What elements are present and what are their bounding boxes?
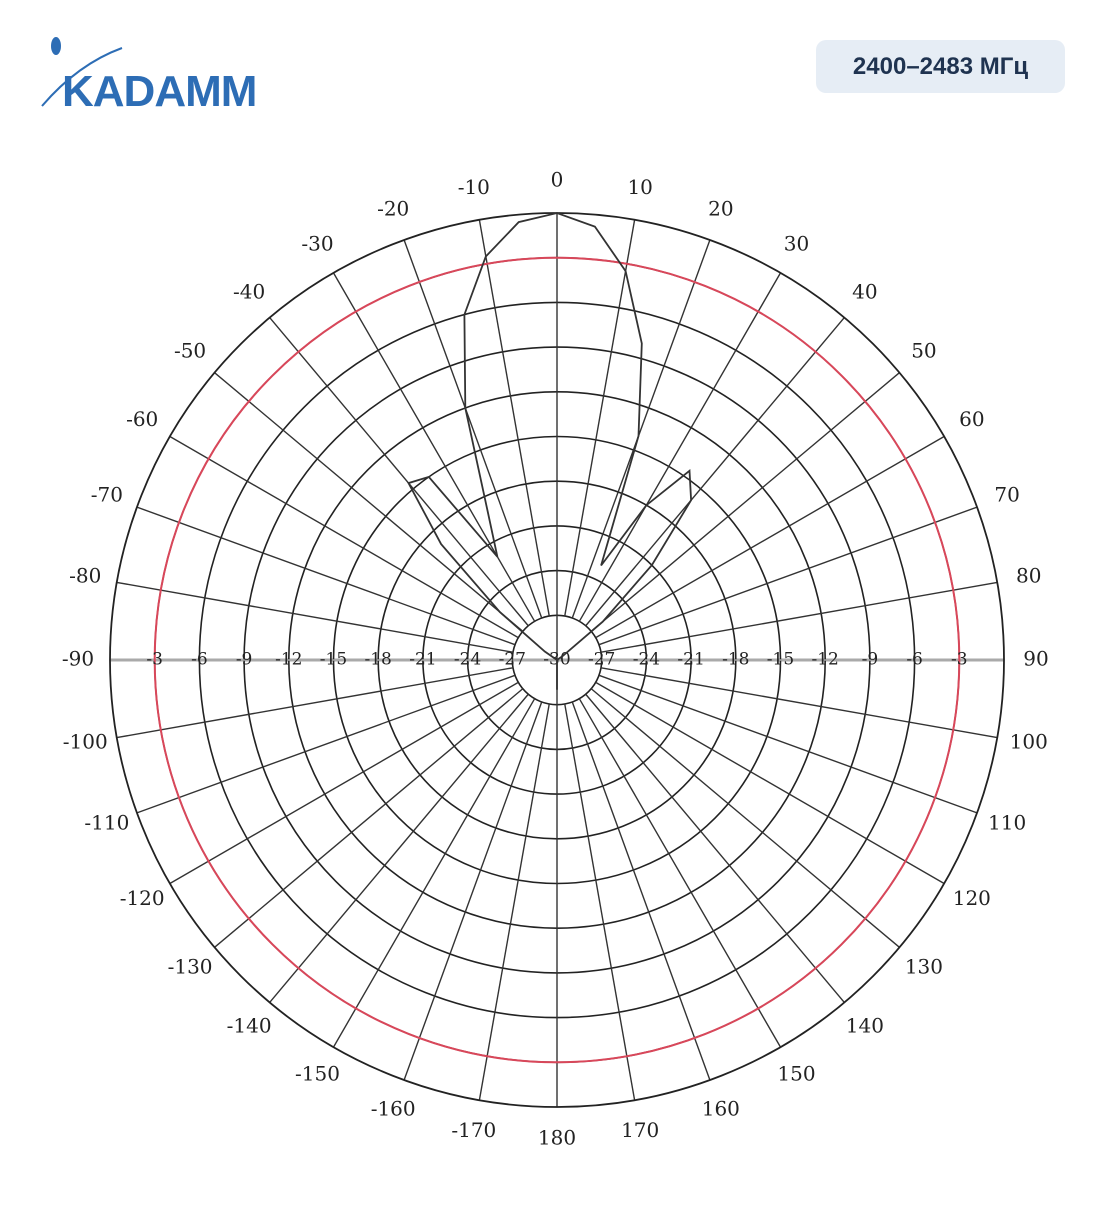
angle-label: -10 [458,175,490,199]
radial-label: -18 [365,650,392,670]
grid-spoke [598,674,978,814]
radial-label: -12 [812,650,839,670]
grid-spoke [403,701,543,1081]
angle-label: 130 [905,954,943,978]
grid-spoke [600,581,998,653]
angle-label: 70 [994,483,1019,507]
angle-label: 10 [627,175,652,199]
grid-spoke [332,272,536,622]
grid-spoke [600,667,998,739]
grid-spoke [332,698,536,1048]
angle-label: -170 [451,1118,496,1142]
angle-label: 100 [1010,730,1048,754]
logo: KADAMM [41,37,257,114]
highlight-ring [153,256,961,1064]
radial-label: -6 [191,650,208,670]
angle-label: 120 [953,886,991,910]
angle-label: 30 [784,232,809,256]
angle-label: 0 [551,168,564,192]
grid-spoke [590,688,900,948]
angle-label: -100 [63,730,108,754]
angle-label: 20 [708,196,733,220]
radial-label: -27 [499,650,526,670]
angle-label: 50 [911,339,936,363]
angle-label: -140 [227,1013,272,1037]
grid-spoke [595,681,945,885]
grid-spoke [478,219,550,617]
radial-label: -27 [588,650,615,670]
grid-spoke [116,581,514,653]
angle-label: 170 [621,1118,659,1142]
angle-label: -150 [295,1061,340,1085]
grid-spoke [571,701,711,1081]
radial-label: -9 [862,650,879,670]
radial-label: -9 [236,650,253,670]
radial-label: -18 [722,650,749,670]
grid-spoke [571,239,711,619]
grid-spoke [590,372,900,632]
grid-spoke [564,703,636,1101]
grid-spoke [478,703,550,1101]
radial-label: -15 [767,650,794,670]
angle-label: 160 [702,1097,740,1121]
angle-label: -30 [301,232,333,256]
radial-label: -12 [275,650,302,670]
angle-label: -160 [371,1097,416,1121]
grid-spoke [214,688,524,948]
angle-label: -80 [69,563,101,587]
grid-spoke [403,239,543,619]
radial-label: -3 [951,650,968,670]
grid-spoke [136,674,516,814]
band-badge: 2400–2483 МГц [816,40,1065,93]
radial-label: -3 [146,650,163,670]
angle-label: 150 [777,1061,815,1085]
pattern-line [407,212,693,690]
grid-spoke [585,693,845,1003]
grid-spoke [585,317,845,627]
angle-label: 140 [846,1013,884,1037]
angle-label: -130 [168,954,213,978]
radial-label: -21 [677,650,704,670]
angle-label: -70 [91,483,123,507]
grid-spoke [598,506,978,646]
angle-label: 110 [988,810,1026,834]
grid-spoke [564,219,636,617]
angle-label: 60 [959,407,984,431]
angle-label: 180 [538,1126,576,1150]
radial-label: -21 [409,650,436,670]
radial-label: -24 [633,650,660,670]
grid-spoke [169,435,519,639]
grid-spoke [269,317,529,627]
angle-label: 90 [1023,647,1048,671]
angle-label: -50 [174,339,206,363]
radial-label: -24 [454,650,481,670]
radial-label: -15 [320,650,347,670]
angle-label: 40 [852,280,877,304]
angle-label: -40 [233,280,265,304]
angle-label: -60 [126,407,158,431]
grid-spoke [214,372,524,632]
grid-spoke [578,698,782,1048]
grid-spoke [169,681,519,885]
logo-text: KADAMM [62,67,256,114]
angle-label: 80 [1016,563,1041,587]
grid-spoke [136,506,516,646]
grid-spoke [269,693,529,1003]
angle-label: -110 [84,810,129,834]
grid-spoke [578,272,782,622]
grid-spoke [595,435,945,639]
angle-label: -120 [120,886,165,910]
angle-label: -20 [377,196,409,220]
grid-spoke [116,667,514,739]
angle-label: -90 [62,647,94,671]
radial-label: -6 [906,650,923,670]
